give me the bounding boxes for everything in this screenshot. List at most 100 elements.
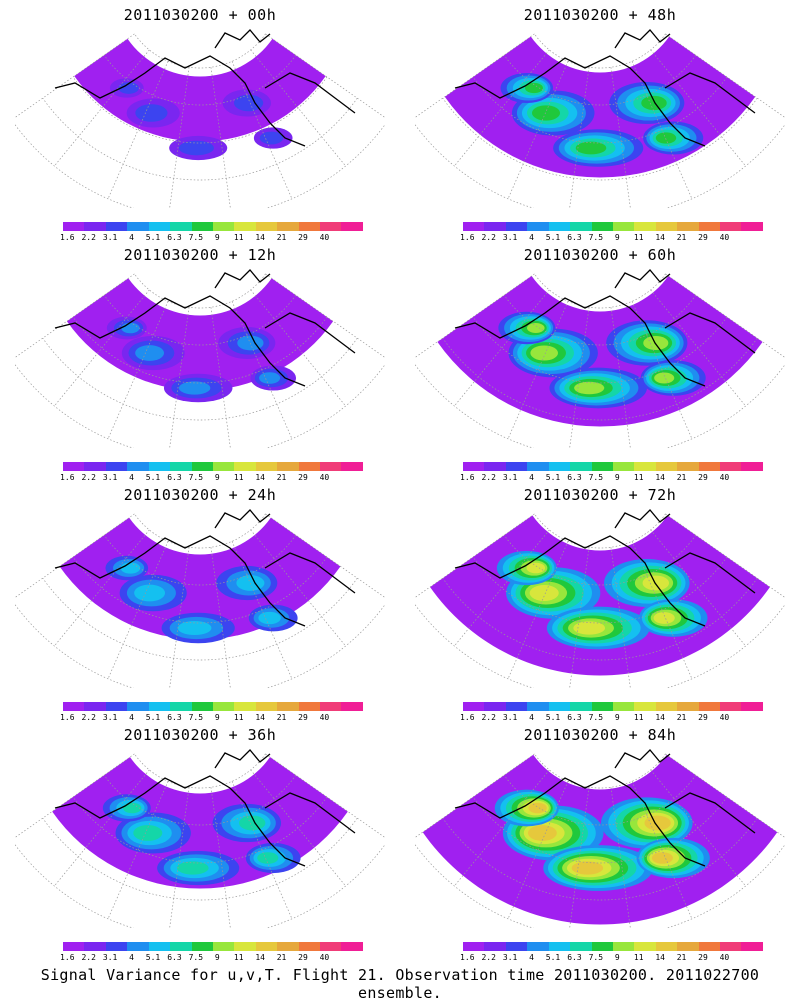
legend-label: 9 bbox=[214, 233, 220, 242]
legend-swatch bbox=[148, 702, 171, 711]
legend-label: 5.1 bbox=[545, 233, 561, 242]
field-contour bbox=[118, 82, 139, 94]
legend-label: 5.1 bbox=[145, 473, 161, 482]
color-legend: 1.6 2.2 3.1 4 5.1 6.3 7.5 9 11 14 21 29 40 bbox=[60, 942, 363, 964]
legend-label: 40 bbox=[719, 233, 730, 242]
legend-swatch bbox=[655, 942, 678, 951]
field-contour bbox=[177, 620, 212, 636]
forecast-panel: 2011030200 + 48h 1.6 2.2 3.1 4 5.1 6.3 7.5 9 11 14… bbox=[400, 0, 800, 250]
latitude-line bbox=[103, 294, 297, 346]
legend-swatch bbox=[127, 702, 149, 711]
legend-label: 6.3 bbox=[567, 713, 582, 722]
legend-swatch bbox=[191, 702, 213, 711]
longitude-line bbox=[231, 301, 293, 439]
panel-title: 2011030200 + 72h bbox=[523, 486, 677, 504]
legend-swatch bbox=[548, 462, 571, 471]
legend-label: 4 bbox=[529, 953, 534, 962]
legend-label: 3.1 bbox=[502, 233, 518, 242]
coastline bbox=[54, 749, 356, 867]
legend-label: 11 bbox=[633, 233, 644, 242]
field-contour bbox=[176, 861, 209, 875]
longitude-line bbox=[169, 787, 190, 928]
legend-swatch bbox=[655, 222, 678, 231]
legend-swatch bbox=[463, 942, 485, 951]
panel-title: 2011030200 + 24h bbox=[123, 486, 277, 504]
longitude-line bbox=[631, 301, 693, 439]
legend-label: 5.1 bbox=[145, 233, 161, 242]
legend-swatch bbox=[570, 702, 592, 711]
legend-swatch bbox=[655, 702, 678, 711]
field-contour bbox=[527, 825, 557, 841]
color-legend: 1.6 2.2 3.1 4 5.1 6.3 7.5 9 11 14 21 29 40 bbox=[60, 462, 363, 484]
legend-swatch bbox=[527, 702, 549, 711]
legend-swatch bbox=[298, 222, 321, 231]
legend-swatch bbox=[127, 462, 149, 471]
forecast-panel: 2011030200 + 84h 1.6 2.2 3.1 4 5.1 6.3 7.5 9 11 14… bbox=[400, 720, 800, 970]
legend-label: 2.2 bbox=[81, 953, 96, 962]
figure-caption: Signal Variance for u,v,T. Flight 21. Ob… bbox=[40, 966, 760, 1002]
coastline bbox=[54, 509, 356, 627]
legend-label: 29 bbox=[298, 953, 308, 962]
legend-label: 40 bbox=[719, 713, 730, 722]
field-contour bbox=[233, 94, 264, 112]
field-contour bbox=[651, 852, 673, 864]
legend-label: 2.2 bbox=[81, 473, 96, 482]
legend-label: 5.1 bbox=[545, 473, 561, 482]
latitude-line bbox=[503, 54, 697, 106]
legend-swatch bbox=[127, 942, 149, 951]
longitude-line bbox=[231, 541, 293, 679]
legend-swatch bbox=[527, 462, 549, 471]
longitude-line bbox=[631, 541, 693, 679]
legend-swatch bbox=[320, 942, 342, 951]
legend-label: 7.5 bbox=[188, 473, 204, 482]
longitude-line bbox=[169, 547, 190, 688]
forecast-panel: 2011030200 + 12h 1.6 2.2 3.1 4 5.1 6.3 7.5 9 11 14… bbox=[0, 240, 400, 490]
legend-swatch bbox=[591, 222, 613, 231]
legend-label: 40 bbox=[719, 473, 730, 482]
legend-swatch bbox=[320, 702, 342, 711]
legend-label: 11 bbox=[233, 473, 244, 482]
legend-swatch bbox=[277, 462, 299, 471]
forecast-panel: 2011030200 + 24h 1.6 2.2 3.1 4 5.1 6.3 7.5 9 11 14… bbox=[0, 480, 400, 730]
field-contour bbox=[239, 815, 266, 831]
legend-label: 4 bbox=[529, 713, 534, 722]
field-contour bbox=[259, 372, 281, 384]
field-contour bbox=[135, 104, 168, 122]
legend-label: 11 bbox=[633, 953, 644, 962]
coastline bbox=[454, 269, 756, 387]
legend-swatch bbox=[341, 222, 363, 231]
color-legend: 1.6 2.2 3.1 4 5.1 6.3 7.5 9 11 14 21 29 40 bbox=[60, 222, 363, 244]
legend-label: 1.6 bbox=[460, 473, 475, 482]
field-contour bbox=[641, 95, 667, 111]
field-contour bbox=[573, 621, 606, 635]
legend-label: 7.5 bbox=[188, 953, 204, 962]
longitude-line bbox=[210, 547, 231, 688]
field-contour bbox=[530, 345, 559, 361]
legend-color-bar bbox=[63, 702, 363, 711]
field-contour bbox=[527, 322, 545, 334]
legend-swatch bbox=[698, 942, 721, 951]
legend-label: 21 bbox=[276, 473, 287, 482]
legend-swatch bbox=[591, 462, 613, 471]
legend-swatch bbox=[341, 702, 363, 711]
field-contour bbox=[528, 802, 547, 814]
legend-label: 21 bbox=[676, 953, 687, 962]
legend-swatch bbox=[105, 942, 128, 951]
legend-label: 7.5 bbox=[588, 953, 604, 962]
legend-swatch bbox=[63, 462, 85, 471]
legend-swatch bbox=[212, 942, 235, 951]
legend-label: 5.1 bbox=[145, 713, 161, 722]
field-contour bbox=[654, 372, 675, 384]
legend-swatch bbox=[127, 222, 149, 231]
longitude-line bbox=[665, 33, 785, 118]
legend-label: 3.1 bbox=[102, 473, 118, 482]
legend-label: 5.1 bbox=[545, 713, 561, 722]
legend-label: 14 bbox=[655, 713, 665, 722]
legend-swatch bbox=[484, 462, 506, 471]
legend-label: 29 bbox=[698, 953, 708, 962]
latitude-line bbox=[503, 774, 697, 826]
panel-title: 2011030200 + 60h bbox=[523, 246, 677, 264]
legend-swatch bbox=[698, 222, 721, 231]
field-contour bbox=[529, 585, 559, 601]
legend-swatch bbox=[720, 222, 742, 231]
